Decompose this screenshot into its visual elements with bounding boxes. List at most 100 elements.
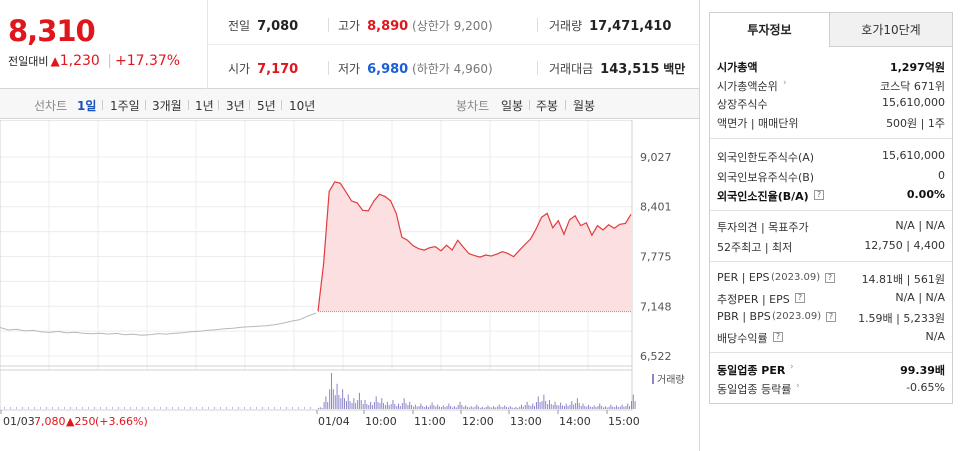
info-row-label: 배당수익률 bbox=[717, 331, 768, 345]
info-row: PBR | BPS (2023.09)? 1.59배 | 5,233원 bbox=[717, 310, 945, 328]
volume-bar bbox=[580, 406, 582, 409]
volume-bar bbox=[573, 404, 575, 409]
volume-bar bbox=[46, 407, 47, 409]
info-row-value: 1,297억원 bbox=[889, 61, 945, 74]
info-row-value: 1.59배 | 5,233원 bbox=[858, 312, 945, 325]
period-5y[interactable]: 5년 bbox=[257, 99, 276, 113]
period-10y[interactable]: 10년 bbox=[289, 99, 316, 113]
volume-bar bbox=[366, 404, 368, 409]
volume-bar bbox=[332, 389, 334, 409]
volume-bar bbox=[588, 404, 590, 409]
volume-bar bbox=[584, 406, 586, 409]
volume-bar bbox=[453, 406, 455, 409]
volume-bar bbox=[481, 406, 483, 409]
candle-weekly[interactable]: 주봉 bbox=[536, 99, 559, 113]
info-row-value: N/A bbox=[925, 329, 945, 343]
period-1w[interactable]: 1주일 bbox=[110, 99, 140, 113]
volume-bar bbox=[396, 406, 398, 409]
volume-bar bbox=[136, 407, 137, 409]
info-row-value: 500원 | 1주 bbox=[886, 116, 945, 130]
volume-bar bbox=[377, 402, 379, 409]
x-tick-label: 01/04 bbox=[318, 415, 350, 428]
volume-bar bbox=[390, 404, 392, 409]
volume-value: 17,471,410 bbox=[589, 19, 672, 34]
volume-bar bbox=[606, 407, 608, 409]
amount-value: 143,515 bbox=[600, 62, 660, 77]
current-price: 8,310 bbox=[8, 14, 96, 48]
divider bbox=[710, 210, 952, 211]
panel-tabs: 투자정보 호가10단계 bbox=[710, 13, 952, 47]
chevron-right-icon[interactable]: › bbox=[796, 381, 800, 391]
x-tick-label: 12:00 bbox=[462, 415, 494, 428]
volume-bar bbox=[238, 407, 239, 409]
up-arrow-icon: ▲ bbox=[50, 54, 60, 68]
change-value: 1,230 bbox=[59, 53, 100, 69]
volume-bar bbox=[208, 407, 209, 409]
help-icon[interactable]: ? bbox=[773, 331, 783, 342]
low-value: 6,980 bbox=[367, 62, 409, 77]
footer-prev-change: ▲250 bbox=[66, 415, 95, 428]
footer-prev-date: 01/03 bbox=[3, 415, 35, 428]
info-row: 동일업종 등락률 › -0.65% bbox=[717, 381, 945, 399]
volume-bar bbox=[262, 407, 263, 409]
period-1y[interactable]: 1년 bbox=[195, 99, 214, 113]
volume-bar bbox=[220, 407, 221, 409]
volume-bar bbox=[381, 398, 383, 409]
chevron-right-icon[interactable]: › bbox=[790, 362, 794, 372]
volume-bar bbox=[418, 406, 420, 409]
volume-bar bbox=[496, 406, 498, 409]
volume-bar bbox=[310, 407, 311, 409]
volume-bar bbox=[286, 407, 287, 409]
volume-bar bbox=[403, 398, 405, 409]
volume-bar bbox=[358, 392, 360, 409]
volume-bar bbox=[364, 400, 366, 409]
volume-bar bbox=[124, 407, 125, 409]
volume-bar bbox=[522, 406, 524, 409]
help-icon[interactable]: ? bbox=[814, 190, 824, 200]
help-icon[interactable]: ? bbox=[826, 312, 836, 322]
amount-unit: 백만 bbox=[663, 62, 686, 76]
volume-bar bbox=[448, 403, 450, 409]
volume-bar bbox=[530, 406, 532, 409]
candle-daily[interactable]: 일봉 bbox=[501, 99, 524, 113]
volume-bar bbox=[10, 407, 11, 409]
volume-bar bbox=[595, 407, 597, 409]
divider bbox=[710, 138, 952, 139]
volume-bar bbox=[442, 405, 444, 409]
volume-bar bbox=[608, 406, 610, 409]
chevron-right-icon[interactable]: › bbox=[783, 77, 787, 88]
high-stat: 고가 8,890 (상한가 9,200) bbox=[338, 19, 493, 34]
volume-bar bbox=[160, 407, 161, 409]
volume-bar bbox=[256, 407, 257, 409]
period-3m[interactable]: 3개월 bbox=[152, 99, 182, 113]
volume-bar bbox=[508, 407, 510, 409]
volume-bar bbox=[250, 407, 251, 409]
y-axis: 9,027 8,401 7,775 7,148 6,522 bbox=[640, 151, 672, 363]
lower-limit: (하한가 4,960) bbox=[412, 62, 493, 76]
info-row: 배당수익률? N/A bbox=[717, 330, 945, 348]
tab-investment-info[interactable]: 투자정보 bbox=[710, 13, 830, 47]
volume-stat: 거래량 17,471,410 bbox=[549, 19, 672, 34]
volume-bar bbox=[392, 400, 394, 409]
volume-bar bbox=[360, 400, 362, 409]
candle-monthly[interactable]: 월봉 bbox=[573, 99, 596, 113]
volume-bar bbox=[435, 406, 437, 409]
volume-bar bbox=[627, 403, 629, 409]
volume-bar bbox=[625, 406, 627, 409]
volume-bar bbox=[612, 406, 614, 409]
period-1d[interactable]: 1일 bbox=[77, 99, 97, 113]
volume-bar bbox=[357, 400, 359, 409]
info-row-value: N/A | N/A bbox=[895, 290, 945, 304]
volume-bar bbox=[465, 405, 467, 409]
tab-quote-10[interactable]: 호가10단계 bbox=[830, 13, 952, 47]
volume-bar bbox=[431, 402, 433, 409]
help-icon[interactable]: ? bbox=[795, 292, 805, 303]
volume-bar bbox=[190, 407, 191, 409]
volume-bar bbox=[457, 405, 459, 409]
volume-bar bbox=[571, 401, 573, 409]
volume-bar bbox=[463, 407, 465, 409]
volume-bar bbox=[591, 407, 593, 409]
period-3y[interactable]: 3년 bbox=[226, 99, 245, 113]
volume-bar bbox=[371, 405, 373, 409]
help-icon[interactable]: ? bbox=[825, 273, 835, 283]
